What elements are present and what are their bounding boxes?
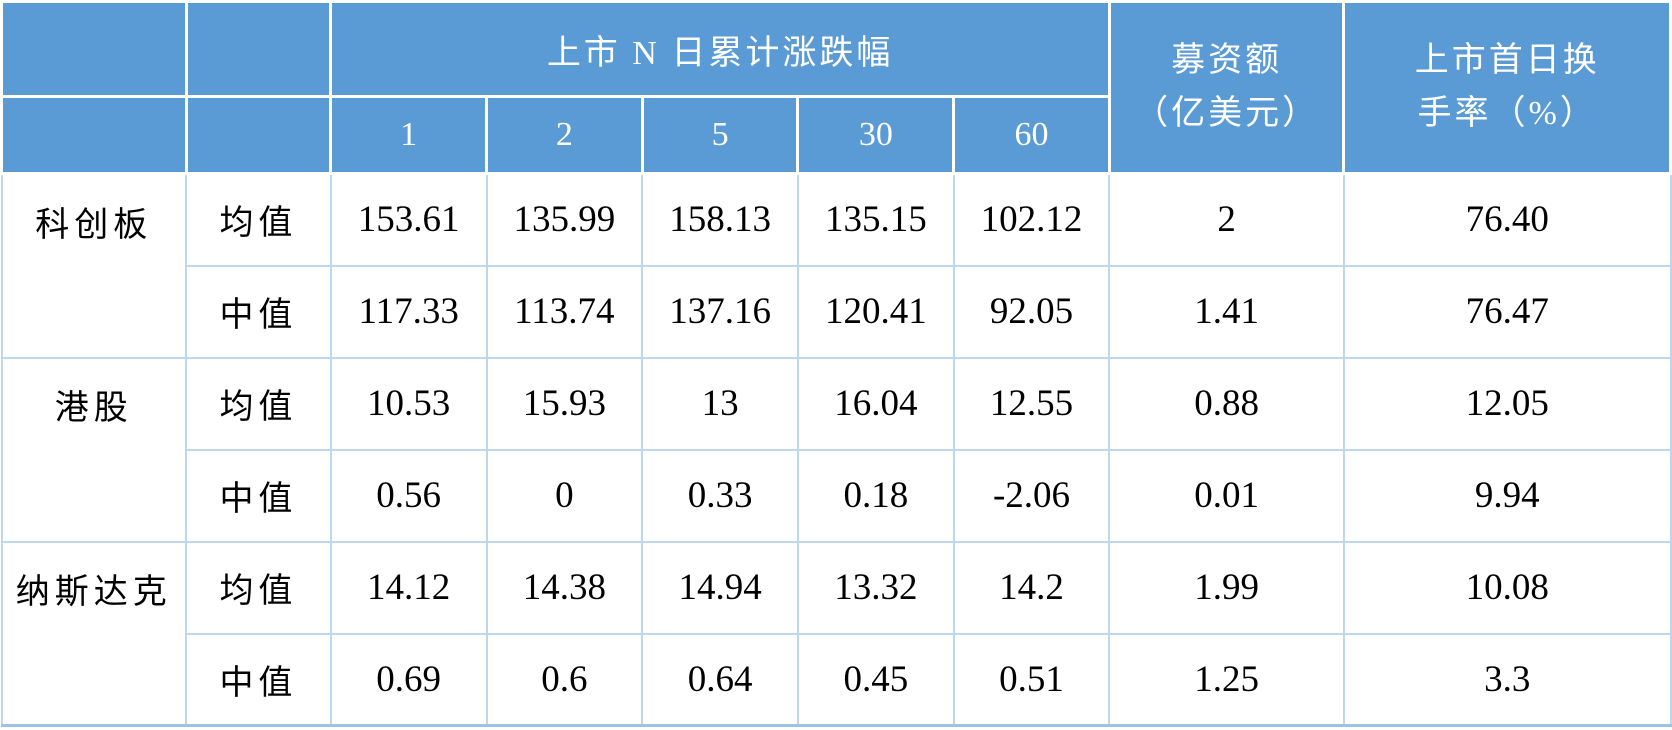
value-cell: 13 <box>641 356 799 451</box>
table-row: 中值 0.56 0 0.33 0.18 -2.06 0.01 9.94 <box>2 448 1672 543</box>
value-cell: 0.69 <box>329 632 488 727</box>
table-body: 科创板 均值 153.61 135.99 158.13 135.15 102.1… <box>0 172 1672 727</box>
value-cell: 14.94 <box>641 540 799 635</box>
table-row: 中值 117.33 113.74 137.16 120.41 92.05 1.4… <box>2 264 1672 359</box>
n-day-title: 上市 N 日累计涨跌幅 <box>329 0 1111 98</box>
value-cell: 1.25 <box>1108 632 1345 727</box>
value-cell: 2 <box>1108 172 1345 267</box>
value-cell: 0.51 <box>952 632 1111 727</box>
value-cell: 1.41 <box>1108 264 1345 359</box>
header-corner-group <box>0 0 188 98</box>
value-cell: 15.93 <box>485 356 644 451</box>
stat-cell: 均值 <box>185 540 332 635</box>
value-cell: 137.16 <box>641 264 799 359</box>
group-cell-nasdaq: 纳斯达克 <box>0 540 188 727</box>
value-cell: 12.55 <box>952 356 1111 451</box>
stat-cell: 均值 <box>185 172 332 267</box>
table-row: 港股 均值 10.53 15.93 13 16.04 12.55 0.88 12… <box>0 356 1672 543</box>
group-cell-star-market: 科创板 <box>0 172 188 359</box>
n-col-1: 1 <box>329 95 489 175</box>
value-cell: 102.12 <box>952 172 1111 267</box>
value-cell: 113.74 <box>485 264 644 359</box>
value-cell: 0 <box>485 448 644 543</box>
value-cell: 135.15 <box>796 172 955 267</box>
stat-cell: 中值 <box>185 264 332 359</box>
n-col-5: 5 <box>640 95 800 175</box>
value-cell: 10.08 <box>1342 540 1672 635</box>
group-label: 科创板 <box>35 206 153 244</box>
value-cell: 12.05 <box>1342 356 1672 451</box>
value-cell: 13.32 <box>796 540 955 635</box>
value-cell: 76.47 <box>1342 264 1672 359</box>
value-cell: 14.38 <box>485 540 644 635</box>
table-row: 纳斯达克 均值 14.12 14.38 14.94 13.32 14.2 1.9… <box>0 540 1672 727</box>
n-col-30: 30 <box>796 95 956 175</box>
value-cell: 0.33 <box>641 448 799 543</box>
value-cell: 158.13 <box>641 172 799 267</box>
value-cell: 10.53 <box>329 356 488 451</box>
table-row: 中值 0.69 0.6 0.64 0.45 0.51 1.25 3.3 <box>2 632 1672 727</box>
raise-amount-line2: （亿美元） <box>1134 94 1320 132</box>
value-cell: 9.94 <box>1342 448 1672 543</box>
value-cell: 16.04 <box>796 356 955 451</box>
value-cell: 0.6 <box>485 632 644 727</box>
subheader-empty-stat <box>184 95 333 175</box>
header-corner-stat <box>184 0 333 98</box>
value-cell: 0.45 <box>796 632 955 727</box>
value-cell: 0.18 <box>796 448 955 543</box>
n-col-60: 60 <box>952 95 1111 175</box>
raise-amount-header: 募资额 （亿美元） <box>1107 0 1346 175</box>
turnover-header: 上市首日换 手率（%） <box>1342 0 1672 175</box>
stat-cell: 中值 <box>185 632 332 727</box>
group-label: 港股 <box>54 390 133 427</box>
value-cell: 153.61 <box>329 172 488 267</box>
group-cell-hk-stocks: 港股 <box>0 356 188 543</box>
group-label: 纳斯达克 <box>15 574 172 611</box>
value-cell: 3.3 <box>1342 632 1672 727</box>
subheader-empty-group <box>0 95 188 175</box>
value-cell: -2.06 <box>952 448 1111 543</box>
n-col-2: 2 <box>485 95 644 175</box>
raise-amount-line1: 募资额 <box>1171 41 1283 79</box>
turnover-line2: 手率（%） <box>1417 94 1597 132</box>
value-cell: 0.88 <box>1108 356 1345 451</box>
value-cell: 135.99 <box>485 172 644 267</box>
table-row: 科创板 均值 153.61 135.99 158.13 135.15 102.1… <box>0 172 1672 359</box>
value-cell: 14.12 <box>329 540 488 635</box>
turnover-line1: 上市首日换 <box>1414 41 1600 79</box>
value-cell: 0.01 <box>1108 448 1345 543</box>
value-cell: 117.33 <box>329 264 488 359</box>
value-cell: 0.64 <box>641 632 799 727</box>
value-cell: 14.2 <box>952 540 1111 635</box>
value-cell: 76.40 <box>1342 172 1672 267</box>
value-cell: 1.99 <box>1108 540 1345 635</box>
value-cell: 120.41 <box>796 264 955 359</box>
value-cell: 0.56 <box>329 448 488 543</box>
value-cell: 92.05 <box>952 264 1111 359</box>
stat-cell: 中值 <box>185 448 332 543</box>
table-header: 上市 N 日累计涨跌幅 募资额 （亿美元） 上市首日换 手率（%） 1 2 5 … <box>0 0 1672 175</box>
stat-cell: 均值 <box>185 356 332 451</box>
